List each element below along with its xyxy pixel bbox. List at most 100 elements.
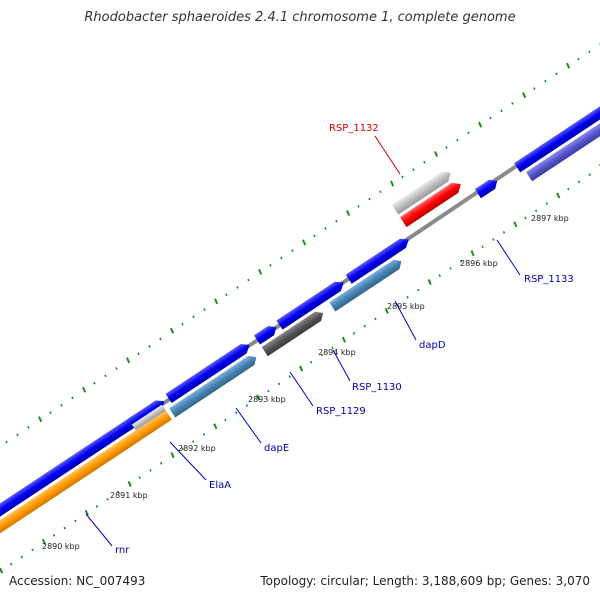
gene-label-layer: rnr ElaA dapE RSP_1129 RSP_1130 dapD RSP_1133 R…: [85, 123, 574, 556]
cds-feature[interactable]: [345, 235, 412, 284]
minor-tick: [363, 324, 366, 328]
minor-tick: [148, 344, 151, 348]
minor-tick: [277, 382, 281, 386]
minor-tick: [267, 389, 270, 393]
minor-tick: [534, 209, 538, 213]
minor-tick: [224, 418, 227, 422]
rnr-feature[interactable]: [0, 430, 142, 546]
minor-tick: [577, 180, 581, 184]
minor-tick: [31, 548, 34, 552]
minor-tick: [577, 57, 580, 61]
minor-tick: [236, 286, 239, 289]
minor-tick: [247, 278, 250, 282]
rsp-1130-feature[interactable]: [261, 308, 326, 357]
gene-label-rsp-1133[interactable]: RSP_1133: [524, 274, 574, 285]
minor-tick: [159, 461, 163, 465]
minor-tick: [533, 87, 536, 90]
feature-layer: [0, 96, 600, 546]
gene-label-leader-line: [169, 441, 207, 481]
minor-tick: [555, 72, 558, 76]
minor-tick: [117, 490, 120, 494]
major-tick: [0, 567, 4, 574]
gene-label-rsp-1132[interactable]: RSP_1132: [329, 123, 379, 134]
kbp-tick-label: 2890 kbp: [42, 542, 80, 551]
minor-tick: [309, 360, 313, 364]
major-tick: [126, 357, 131, 364]
minor-tick: [320, 353, 324, 357]
minor-tick: [331, 346, 334, 350]
cds-feature[interactable]: [0, 414, 141, 534]
forward-strand: [0, 96, 600, 534]
minor-tick: [27, 425, 30, 429]
major-tick: [256, 394, 261, 401]
major-tick: [478, 121, 483, 128]
minor-tick: [544, 79, 547, 83]
major-tick: [170, 327, 175, 334]
gene-label-leader-line: [85, 513, 113, 547]
minor-tick: [192, 315, 195, 319]
gene-label-leader-line: [235, 407, 262, 444]
rsp-1132-light-feature[interactable]: [391, 168, 454, 215]
minor-tick: [104, 374, 107, 378]
dape-feature[interactable]: [169, 353, 259, 418]
minor-tick: [423, 160, 426, 164]
minor-tick: [95, 505, 99, 508]
rsp-1132-features: [391, 168, 464, 228]
major-tick: [258, 268, 263, 275]
gene-label-dape[interactable]: dapE: [264, 443, 289, 454]
gene-label-elaa[interactable]: ElaA: [209, 480, 231, 491]
cds-feature[interactable]: [276, 278, 346, 330]
gene-label-leader-line: [394, 300, 417, 341]
cds-feature[interactable]: [128, 397, 167, 428]
elaa-feature[interactable]: [135, 410, 172, 440]
minor-tick: [234, 411, 238, 415]
gene-label-rnr[interactable]: rnr: [115, 545, 130, 556]
minor-tick: [438, 274, 441, 278]
cds-feature[interactable]: [253, 323, 279, 345]
minor-tick: [588, 50, 591, 54]
minor-tick: [49, 411, 52, 414]
minor-tick: [545, 202, 549, 205]
minor-tick: [368, 197, 371, 201]
minor-tick: [5, 440, 8, 444]
minor-tick: [511, 101, 514, 105]
gene-label-dapd[interactable]: dapD: [419, 340, 446, 351]
minor-tick: [567, 187, 570, 191]
minor-tick: [137, 352, 140, 356]
minor-tick: [456, 138, 459, 142]
minor-tick: [115, 367, 118, 370]
inner-tick-ring: 2890 kbp 2891 kbp 2892 kbp 2893 kbp 2894 kbp…: [0, 164, 600, 574]
minor-tick: [16, 433, 19, 437]
minor-tick: [357, 205, 360, 208]
minor-tick: [138, 476, 141, 480]
minor-tick: [524, 216, 527, 220]
minor-tick: [502, 231, 506, 234]
minor-tick: [335, 219, 338, 223]
major-tick: [214, 298, 219, 305]
dapd-feature[interactable]: [329, 257, 404, 312]
major-tick: [299, 365, 304, 372]
cds-feature[interactable]: [514, 96, 600, 173]
kbp-tick-label: 2894 kbp: [318, 348, 356, 357]
cds-feature[interactable]: [165, 340, 253, 404]
gene-label-rsp-1130[interactable]: RSP_1130: [352, 382, 402, 393]
accession-text: Accession: NC_007493: [9, 574, 146, 588]
minor-tick: [159, 337, 162, 341]
minor-tick: [74, 519, 77, 523]
minor-tick: [467, 131, 470, 135]
cds-feature[interactable]: [474, 176, 500, 199]
reverse-feature[interactable]: [526, 108, 600, 182]
kbp-tick-label: 2896 kbp: [460, 259, 498, 268]
minor-tick: [280, 256, 283, 260]
gene-label-leader-line: [332, 349, 351, 382]
elaa-feature-light[interactable]: [131, 404, 166, 431]
gene-label-leader-line: [496, 239, 521, 276]
minor-tick: [9, 562, 13, 566]
minor-tick: [489, 116, 492, 120]
gene-label-rsp-1129[interactable]: RSP_1129: [316, 406, 366, 417]
major-tick: [302, 239, 307, 246]
minor-tick: [63, 526, 66, 530]
minor-tick: [93, 381, 96, 385]
rsp-1132-feature[interactable]: [399, 179, 464, 228]
